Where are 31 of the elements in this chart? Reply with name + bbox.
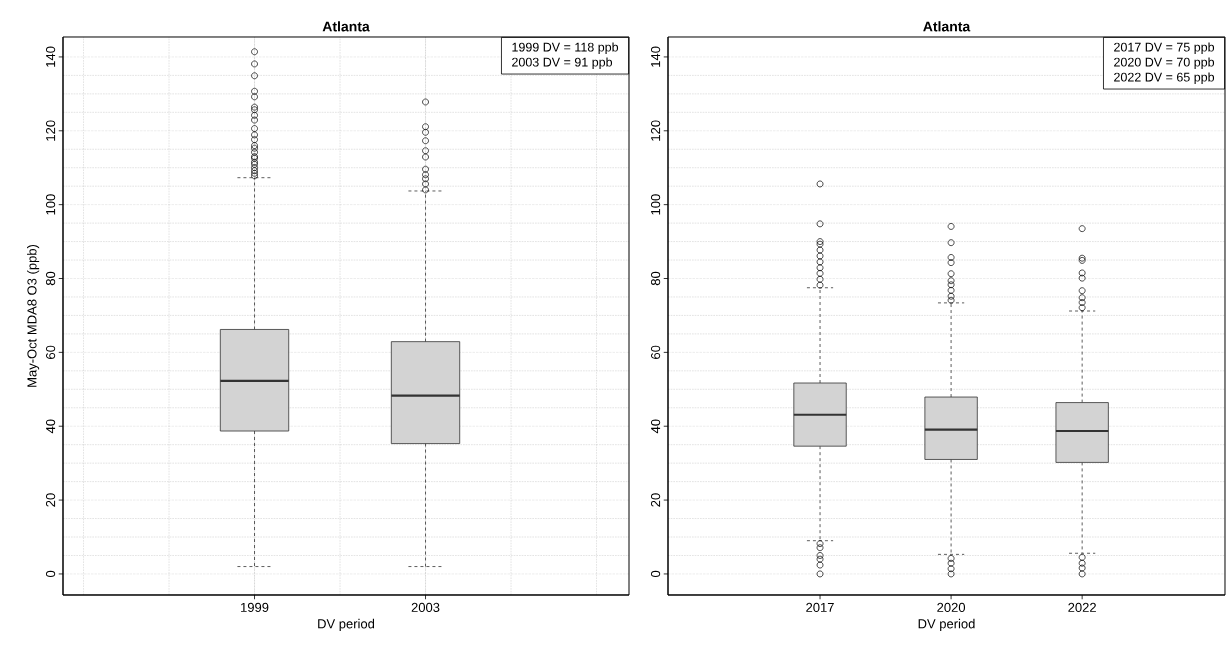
y-tick-label: 80 xyxy=(46,271,56,286)
annotation: 2003 DV = 91 ppb xyxy=(512,57,613,70)
x-tick-label: 2003 xyxy=(411,602,440,612)
y-tick-label: 60 xyxy=(46,345,56,359)
annotation: 1999 DV = 118 ppb xyxy=(512,42,619,55)
x-axis-title: DV period xyxy=(918,618,975,631)
chart-title: Atlanta xyxy=(923,21,971,32)
y-tick-label: 80 xyxy=(651,271,661,286)
y-tick-label: 0 xyxy=(651,570,661,578)
annotation: 2022 DV = 65 ppb xyxy=(1114,72,1215,85)
y-tick-label: 100 xyxy=(46,194,56,215)
y-axis-title: May-Oct MDA8 O3 (ppb) xyxy=(27,244,40,387)
y-tick-label: 40 xyxy=(651,419,661,434)
y-tick-label: 120 xyxy=(651,120,661,141)
y-tick-label: 120 xyxy=(46,120,56,141)
x-tick-label: 2017 xyxy=(806,602,834,612)
y-tick-label: 140 xyxy=(46,46,56,67)
y-tick-label: 20 xyxy=(46,493,56,507)
y-tick-label: 60 xyxy=(651,345,661,359)
x-tick-label: 1999 xyxy=(241,602,269,612)
y-tick-label: 40 xyxy=(46,419,56,434)
y-tick-label: 0 xyxy=(46,570,56,578)
annotation: 2020 DV = 70 ppb xyxy=(1114,57,1215,70)
x-axis-title: DV period xyxy=(318,618,375,631)
y-tick-label: 140 xyxy=(651,46,661,67)
chart-title: Atlanta xyxy=(322,21,370,32)
y-tick-label: 100 xyxy=(651,194,661,215)
x-tick-label: 2022 xyxy=(1068,602,1096,612)
x-tick-label: 2020 xyxy=(937,602,966,612)
annotation: 2017 DV = 75 ppb xyxy=(1114,42,1215,55)
y-tick-label: 20 xyxy=(651,493,661,507)
